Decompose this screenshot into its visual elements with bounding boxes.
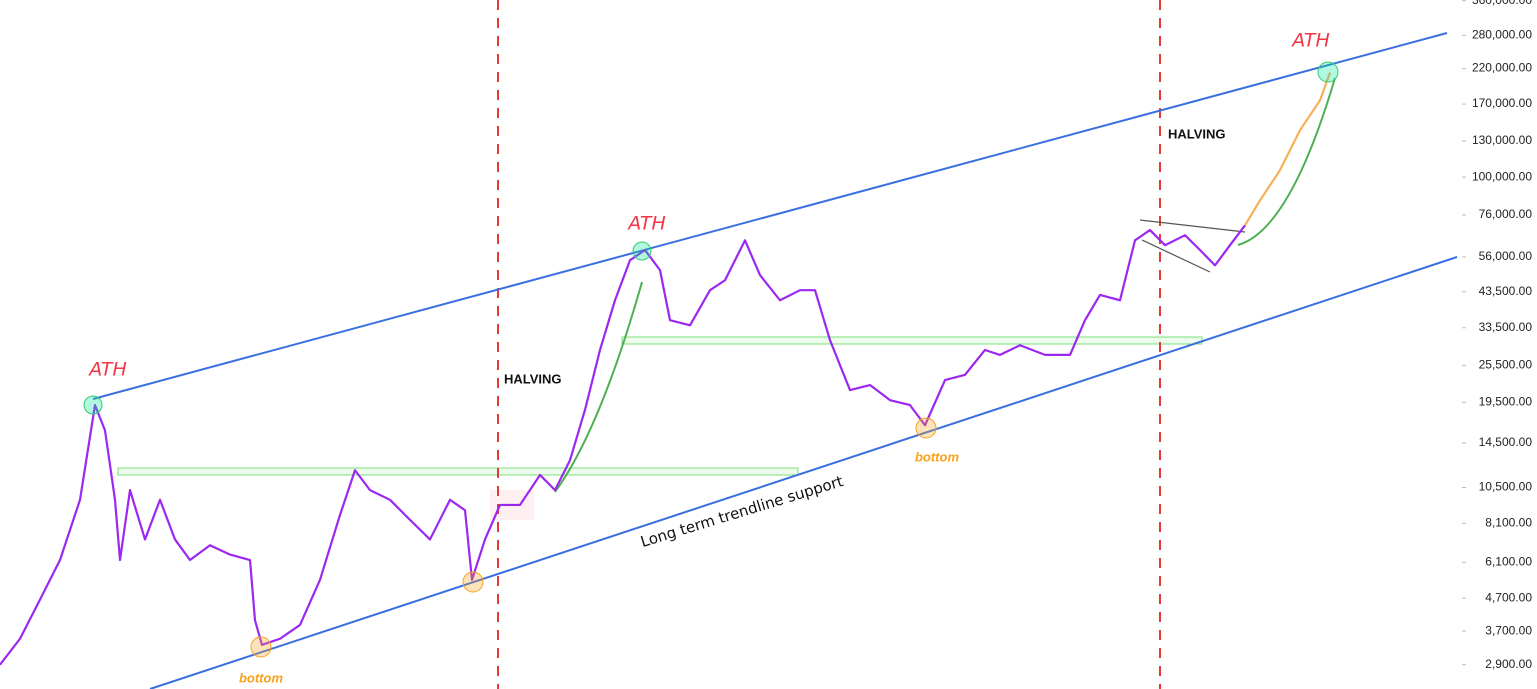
price-line [0,224,1246,666]
ath-marker [632,241,652,261]
bottom-label: bottom [915,449,959,464]
y-tick-label: 14,500.00 [1479,435,1533,449]
y-tick-label: 10,500.00 [1479,480,1533,494]
trendline-label: Long term trendline support [638,472,845,551]
y-tick-label: 280,000.00 [1472,28,1532,42]
bottom-label: bottom [239,670,283,685]
y-tick-label: 6,100.00 [1485,554,1532,568]
ath-label: ATH [1290,30,1330,52]
y-tick-label: 56,000.00 [1479,249,1533,263]
growth-curve [554,281,643,493]
y-axis: 360,000.00 280,000.00 220,000.00 170,000.00… [1462,0,1532,671]
markers [83,61,1339,658]
growth-curve [1237,77,1336,246]
support-zone [621,336,1203,345]
y-tick-label: 19,500.00 [1479,394,1533,408]
ath-marker [83,395,103,415]
y-tick-label: 100,000.00 [1472,169,1532,183]
channel-lower [149,256,1458,689]
drawings [92,0,1458,689]
channel-upper [92,32,1448,400]
y-tick-label: 8,100.00 [1485,515,1532,529]
plot [0,72,1332,666]
wedge-lines [1139,219,1246,273]
halving-label: HALVING [1168,126,1226,141]
ath-label: ATH [87,359,127,381]
y-tick-label: 170,000.00 [1472,96,1532,110]
price-line [1244,72,1332,226]
y-tick-label: 2,900.00 [1485,657,1532,671]
y-tick-label: 25,500.00 [1479,357,1533,371]
y-tick-label: 360,000.00 [1472,0,1532,7]
y-tick-label: 3,700.00 [1485,623,1532,637]
ath-marker [1317,61,1339,83]
y-tick-label: 76,000.00 [1479,207,1533,221]
y-tick-label: 43,500.00 [1479,284,1533,298]
bottom-marker [250,636,272,658]
halving-label: HALVING [504,371,562,386]
y-tick-label: 33,500.00 [1479,320,1533,334]
bottom-marker [462,571,484,593]
y-tick-label: 130,000.00 [1472,133,1532,147]
y-tick-label: 4,700.00 [1485,590,1532,604]
y-tick-label: 220,000.00 [1472,61,1532,75]
ath-label: ATH [626,213,666,235]
support-zone [117,467,799,476]
bottom-marker [915,417,937,439]
